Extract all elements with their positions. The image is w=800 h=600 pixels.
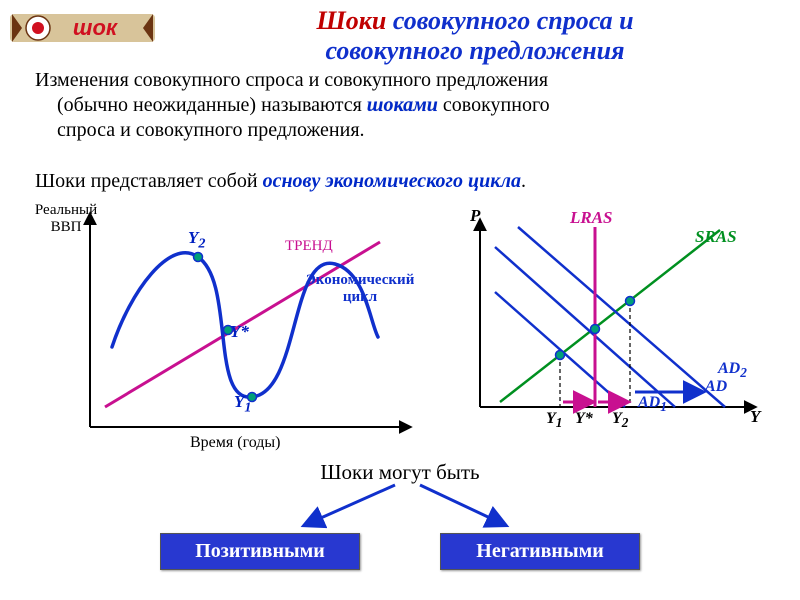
title-rest2: совокупного предложения <box>325 36 624 65</box>
page-title: Шоки совокупного спроса и совокупного пр… <box>160 6 790 66</box>
p1-l3: спроса и совокупного предложения. <box>57 119 365 141</box>
positive-button[interactable]: Позитивными <box>160 533 360 570</box>
label-AD1: AD1 <box>638 394 667 415</box>
logo: шок <box>10 8 155 48</box>
label-rY2: Y2 <box>612 410 628 431</box>
business-cycle-chart: Реальный ВВП Время (годы) Y2 Y* Y1 ТРЕНД… <box>20 202 420 452</box>
negative-button[interactable]: Негативными <box>440 533 640 570</box>
label-rY1: Y1 <box>546 410 562 431</box>
p2-pre: Шоки представляет собой <box>35 170 263 192</box>
label-cycle: Экономический цикл <box>300 272 420 306</box>
label-Y: Y <box>750 407 760 427</box>
paragraph-2: Шоки представляет собой основу экономиче… <box>35 170 765 193</box>
left-yaxis-label: Реальный ВВП <box>26 202 106 236</box>
basis-em: основу экономического цикла <box>263 170 521 192</box>
label-y2: Y2 <box>188 228 205 252</box>
p1-l2a: (обычно неожиданные) называются <box>57 94 367 116</box>
label-ystar: Y* <box>230 322 249 342</box>
p2-post: . <box>521 170 526 192</box>
label-P: P <box>470 206 480 226</box>
charts-area: Реальный ВВП Время (годы) Y2 Y* Y1 ТРЕНД… <box>20 202 780 452</box>
title-rest1: совокупного спроса и <box>386 6 633 35</box>
paragraph-1: Изменения совокупного спроса и совокупно… <box>35 68 765 143</box>
left-xaxis-label: Время (годы) <box>190 434 281 452</box>
svg-text:шок: шок <box>73 15 119 40</box>
shoki-word: шоками <box>367 94 438 116</box>
p1-l2b: совокупного <box>438 94 550 116</box>
title-word1: Шоки <box>316 6 386 35</box>
shoki-mogut: Шоки могут быть <box>0 460 800 485</box>
p1-l1: Изменения совокупного спроса и совокупно… <box>35 69 548 91</box>
label-rYstar: Y* <box>575 410 593 428</box>
label-trend: ТРЕНД <box>285 238 333 255</box>
ad-as-chart: P Y LRAS SRAS AD2 AD AD1 Y1 Y* Y2 <box>440 202 780 452</box>
left-chart-svg <box>20 202 420 452</box>
label-y1: Y1 <box>234 392 251 416</box>
label-LRAS: LRAS <box>570 208 613 228</box>
label-SRAS: SRAS <box>695 227 737 247</box>
label-AD: AD <box>705 378 727 396</box>
